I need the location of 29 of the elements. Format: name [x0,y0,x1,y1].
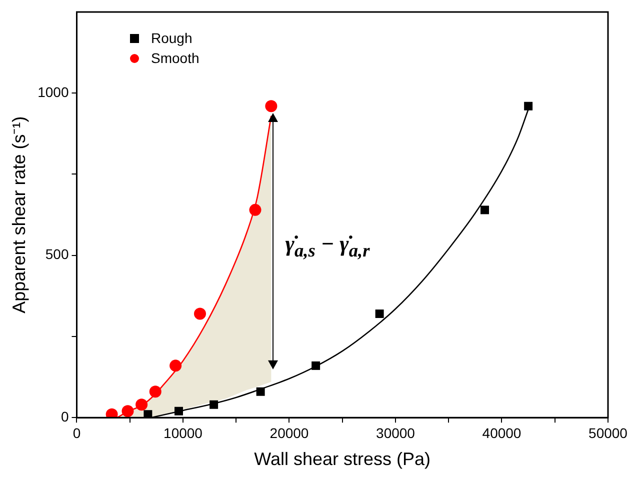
point [144,410,152,418]
annotation: γ̇$_{a,s}$ − γ̇$_{a,r}$ [285,231,370,262]
x-axis-title: Wall shear stress (Pa) [254,449,431,470]
point [170,360,182,372]
y-tick-label: 0 [60,408,69,424]
y-tick-label: 1000 [38,84,69,100]
point [210,400,218,409]
x-tick-label: 30000 [376,424,416,441]
point [312,361,320,370]
point [174,406,183,416]
legend-label: Rough [151,30,192,46]
point [122,405,134,418]
point [375,310,384,318]
point [480,206,489,214]
x-tick-label: 10000 [164,424,203,441]
point [256,387,265,396]
x-tick-label: 40000 [482,424,522,441]
legend-label: Smooth [151,50,200,66]
point [249,204,262,216]
y-axis-title: Apparent shear rate (s⁻¹) [8,116,29,314]
x-tick-label: 50000 [588,424,628,441]
y-tick-label: 500 [45,246,69,262]
point [265,100,278,112]
point [524,102,533,110]
x-tick-label: 20000 [270,424,309,441]
x-tick-label: 0 [72,424,81,441]
point [136,398,148,411]
point [194,308,206,320]
point [149,386,162,398]
